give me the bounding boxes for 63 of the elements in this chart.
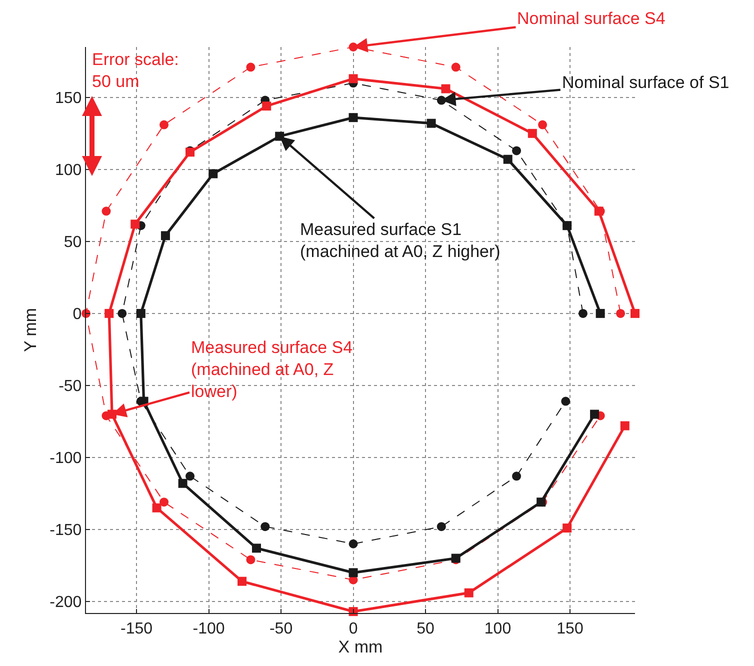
point	[464, 588, 474, 598]
y-tick-label: 0	[72, 306, 82, 324]
point	[436, 522, 446, 532]
point	[160, 120, 169, 130]
y-tick-label: -150	[50, 522, 82, 540]
y-axis-title: Y mm	[21, 308, 40, 352]
point	[152, 503, 162, 512]
annotation: Measured surface S4 (machined at A0, Z lower)	[191, 338, 353, 402]
point	[252, 544, 261, 553]
x-axis-title: X mm	[338, 638, 383, 657]
point	[160, 231, 170, 240]
point	[208, 169, 218, 178]
point	[451, 62, 460, 72]
x-tick-label: 50	[416, 620, 435, 638]
point	[246, 555, 256, 564]
point	[512, 472, 522, 481]
point	[578, 308, 588, 318]
annotation: Nominal surface of S1	[562, 73, 730, 92]
point	[136, 308, 146, 318]
point	[104, 308, 114, 318]
point	[538, 120, 548, 130]
point	[528, 128, 537, 138]
point	[616, 308, 626, 318]
annotation: Measured surface S1 (machined at A0, Z higher)	[300, 220, 500, 262]
point	[118, 308, 127, 318]
point	[178, 478, 188, 488]
y-tick-label: 100	[54, 162, 82, 180]
point	[512, 146, 522, 156]
y-tick-label: -50	[58, 378, 82, 396]
x-tick-label: -150	[120, 620, 153, 638]
point	[246, 62, 256, 72]
y-tick-label: 50	[64, 234, 82, 252]
y-tick-label: 150	[54, 90, 82, 108]
point	[561, 396, 570, 406]
y-tick-label: -200	[50, 594, 82, 612]
x-tick-label: 100	[484, 620, 512, 638]
point	[562, 524, 572, 533]
point	[260, 522, 270, 532]
point	[262, 102, 272, 111]
point	[426, 118, 436, 128]
point	[562, 221, 572, 230]
annotation: Nominal surface S4	[517, 9, 666, 28]
point	[441, 84, 450, 94]
point	[160, 498, 169, 507]
x-tick-label: 0	[348, 620, 358, 638]
point	[620, 421, 630, 430]
point	[596, 308, 605, 318]
point	[503, 154, 512, 164]
point	[348, 74, 358, 84]
point	[186, 472, 195, 481]
x-tick-label: -100	[192, 620, 225, 638]
x-tick-label: 150	[556, 620, 584, 638]
point	[348, 568, 358, 578]
x-tick-label: -50	[269, 620, 293, 638]
point	[630, 308, 640, 318]
y-tick-label: -100	[50, 450, 82, 468]
point	[348, 539, 358, 548]
point	[238, 576, 247, 586]
point	[348, 113, 358, 122]
point	[590, 410, 600, 419]
annotation: Error scale: 50 um	[92, 50, 179, 92]
point	[102, 206, 111, 216]
point	[130, 220, 140, 229]
